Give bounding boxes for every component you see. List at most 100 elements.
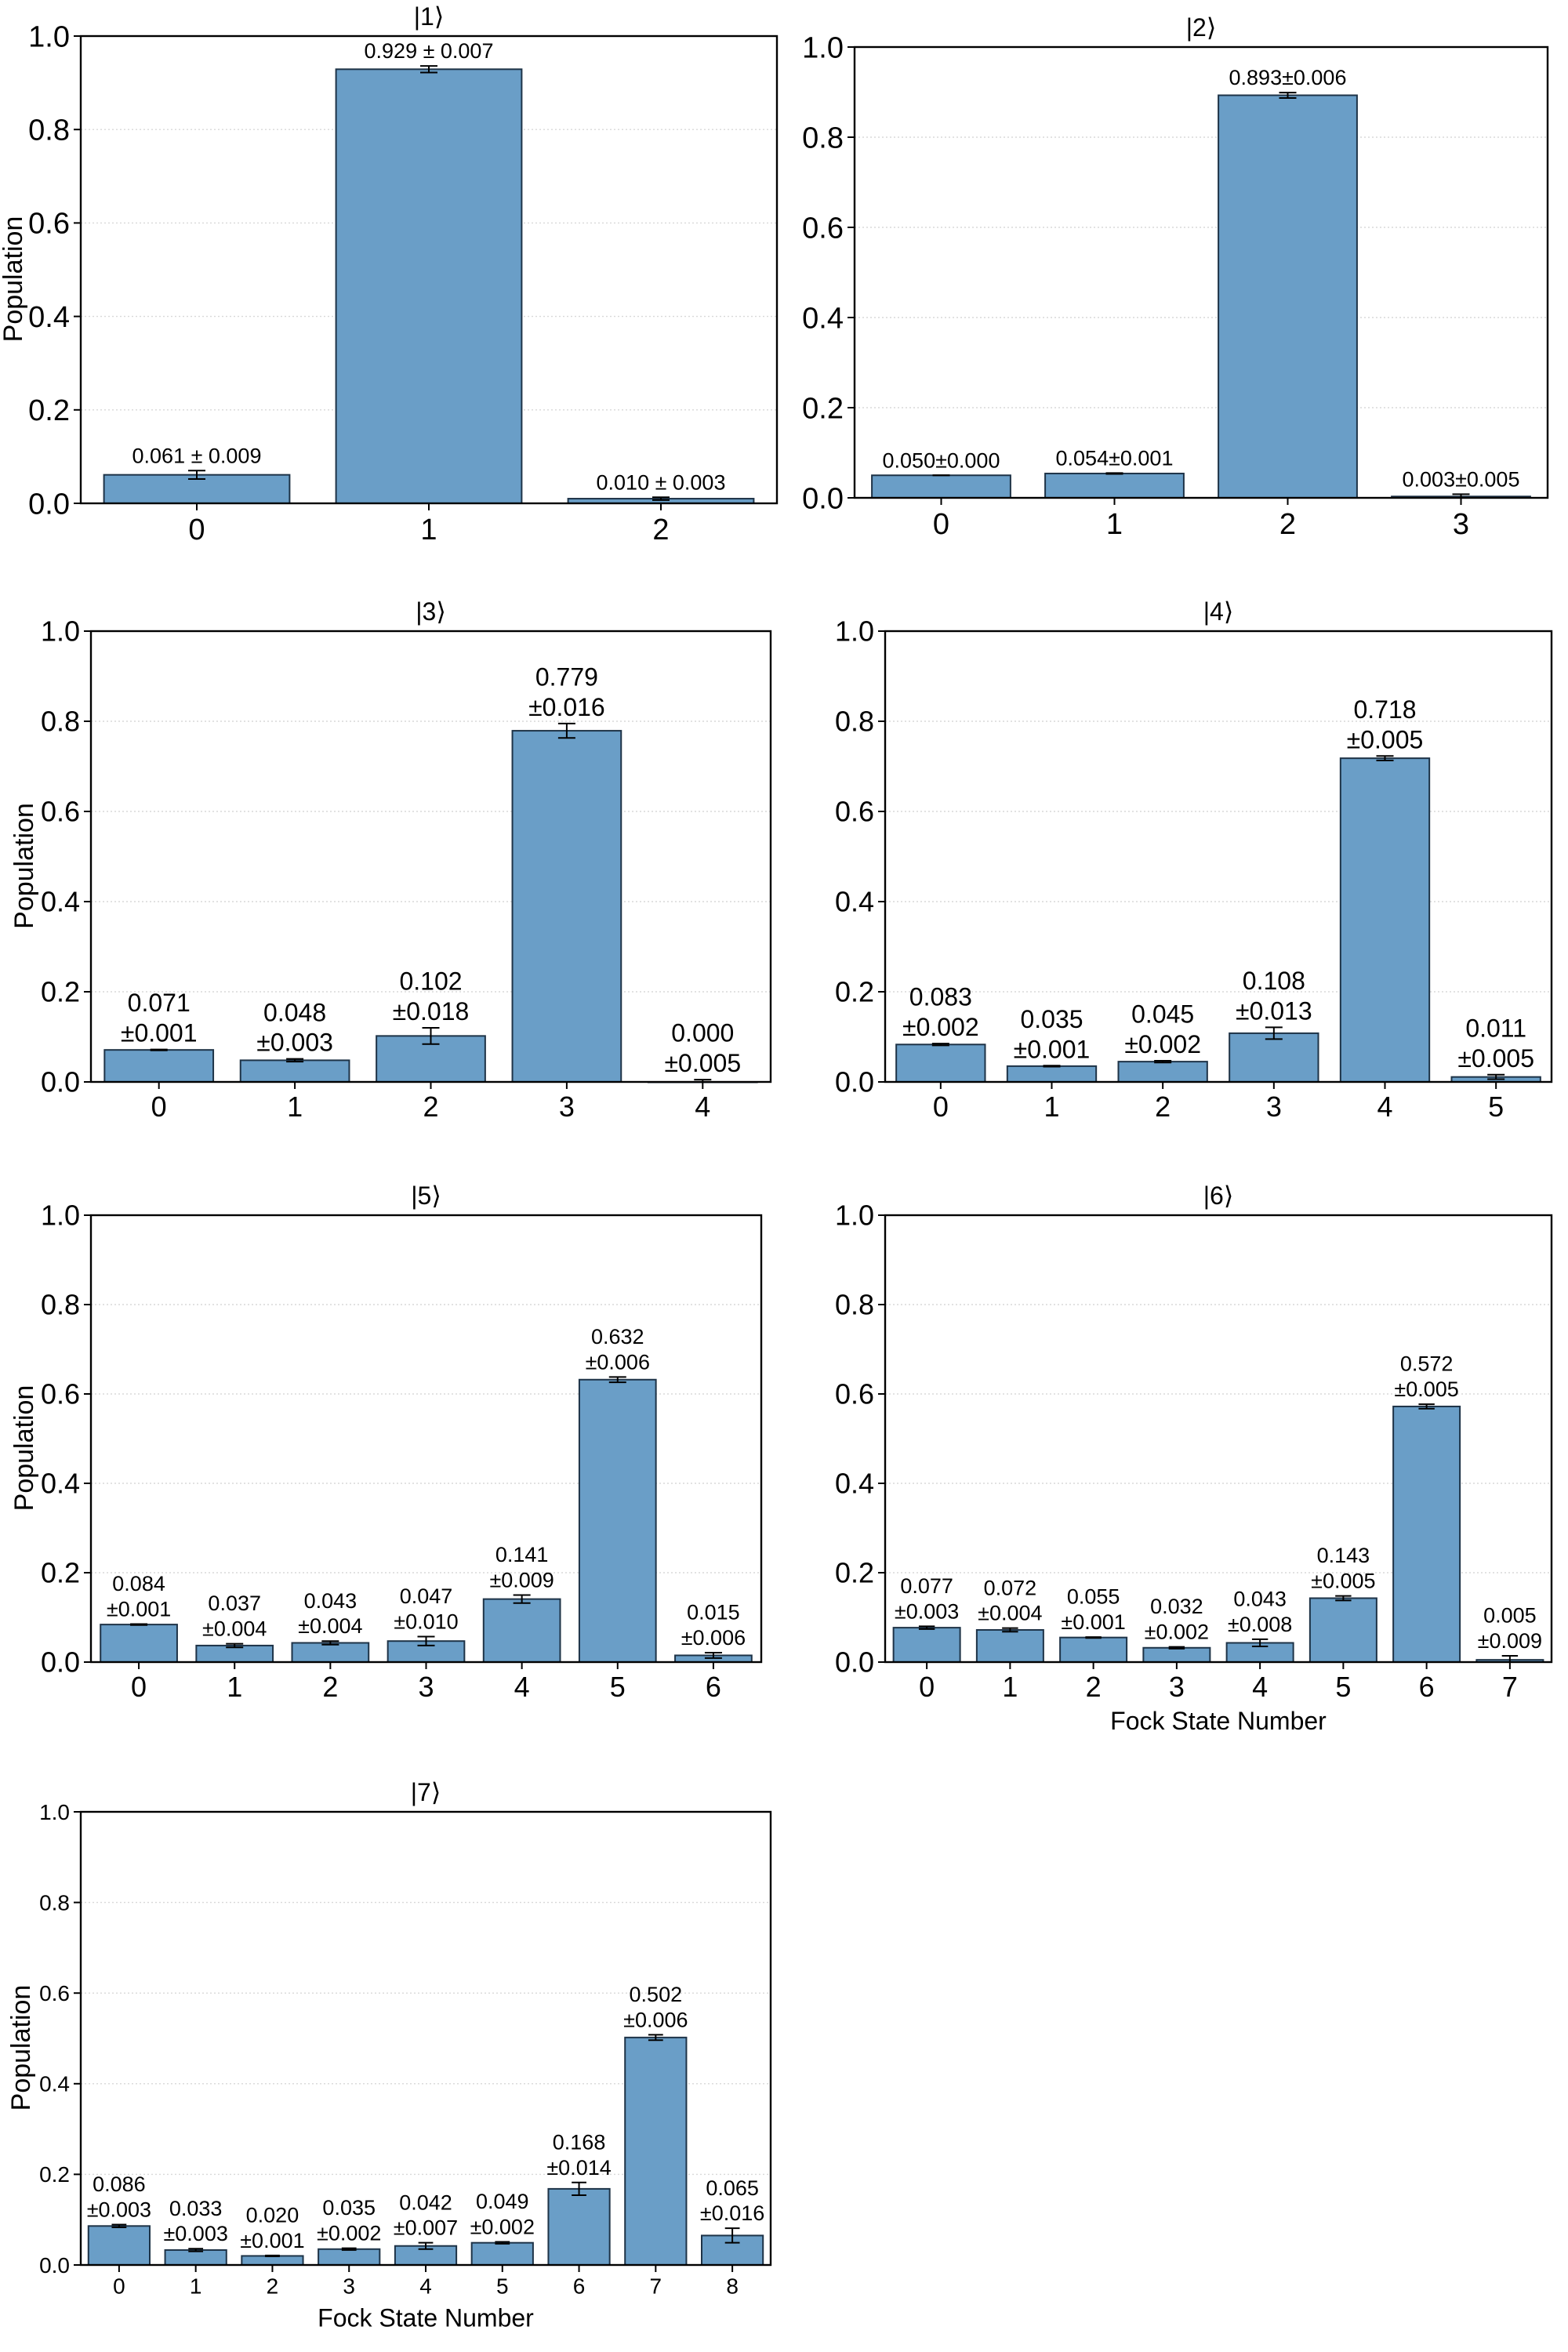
- data-label: 0.108 ±0.013: [1236, 967, 1312, 1025]
- error-bar: [931, 1043, 949, 1047]
- y-tick-label: 1.0: [41, 615, 80, 648]
- data-label: 0.084 ±0.001: [107, 1572, 171, 1621]
- chart-panel-1: 0.0 0.2 0.4 0.6 0.8 1.0 0 0.061 ± 0.009 1 0.929 ±…: [0, 2, 779, 546]
- y-tick-label: 0.0: [39, 2253, 70, 2278]
- chart-title: |1⟩: [414, 2, 445, 31]
- bar-2: [1117, 1061, 1208, 1083]
- y-tick-label: 0.8: [41, 1289, 80, 1321]
- x-tick-label: 3: [1266, 1091, 1282, 1123]
- y-tick-label: 1.0: [835, 615, 874, 648]
- x-tick-label: 6: [573, 2274, 586, 2299]
- x-tick-label: 4: [695, 1091, 710, 1123]
- data-label: 0.037 ±0.004: [202, 1592, 267, 1640]
- error-bar: [724, 2227, 740, 2244]
- bar-1: [335, 68, 523, 505]
- data-label: 0.718 ±0.005: [1347, 695, 1424, 753]
- y-tick-label: 0.6: [802, 212, 844, 245]
- data-label: 0.000 ±0.005: [664, 1019, 741, 1077]
- y-tick-label: 1.0: [39, 1800, 70, 1824]
- chart-panel-4: 0.0 0.2 0.4 0.6 0.8 1.0 0 0.083 ±0.002 1 0.035 ±0.0…: [835, 597, 1553, 1123]
- data-label: 0.015 ±0.006: [681, 1601, 746, 1650]
- chart-title: |7⟩: [411, 1778, 441, 1806]
- error-bar: [495, 2241, 510, 2245]
- bar-3: [1142, 1646, 1211, 1664]
- data-label: 0.042 ±0.007: [394, 2190, 458, 2239]
- x-tick-label: 3: [418, 1671, 434, 1703]
- error-bar: [226, 1642, 244, 1649]
- y-tick-label: 1.0: [835, 1200, 874, 1232]
- error-bar: [572, 2181, 586, 2196]
- x-tick-label: 4: [1377, 1091, 1392, 1123]
- bar-2: [291, 1642, 370, 1663]
- data-label: 0.032 ±0.002: [1145, 1595, 1209, 1643]
- bar-7: [624, 2036, 688, 2266]
- error-bar: [1265, 1026, 1283, 1040]
- bar-1: [1006, 1065, 1098, 1083]
- x-tick-label: 1: [1044, 1091, 1059, 1123]
- bar-0: [100, 1624, 178, 1664]
- error-bar: [1105, 472, 1123, 475]
- data-label: 0.102 ±0.018: [393, 967, 470, 1025]
- x-tick-label: 0: [188, 514, 205, 546]
- x-tick-label: 2: [1155, 1091, 1171, 1123]
- y-tick-label: 0.6: [39, 1981, 70, 2005]
- bar-4: [482, 1598, 561, 1664]
- data-label: 0.048 ±0.003: [256, 998, 333, 1056]
- bar-5: [470, 2241, 534, 2266]
- x-tick-label: 2: [1086, 1671, 1102, 1703]
- y-tick-label: 0.4: [39, 2072, 70, 2096]
- error-bar: [1335, 1595, 1352, 1602]
- chart-title: |6⟩: [1203, 1181, 1234, 1210]
- x-tick-label: 5: [610, 1671, 626, 1703]
- x-tick-label: 6: [1419, 1671, 1435, 1703]
- x-tick-label: 7: [1502, 1671, 1518, 1703]
- data-label: 0.005 ±0.009: [1478, 1604, 1542, 1653]
- y-tick-label: 0.8: [28, 114, 70, 147]
- chart-panel-2: 0.0 0.2 0.4 0.6 0.8 1.0 0 0.050±0.000 1 0.054±0.0…: [802, 13, 1549, 541]
- bar-1: [1044, 472, 1185, 499]
- y-tick-label: 0.8: [835, 706, 874, 738]
- data-label: 0.071 ±0.001: [121, 989, 198, 1047]
- y-tick-label: 0.6: [835, 1378, 874, 1410]
- bar-3: [511, 730, 622, 1083]
- bar-0: [871, 474, 1011, 499]
- chart-panel-7: 0.0 0.2 0.4 0.6 0.8 1.0 0 0.086 ±0.003 1 0.033 ±0.0…: [6, 1778, 772, 2332]
- bar-4: [1339, 757, 1431, 1083]
- bar-5: [1308, 1597, 1377, 1663]
- y-tick-label: 0.4: [41, 886, 80, 918]
- error-bar: [422, 1027, 440, 1045]
- axes-frame: [79, 34, 779, 505]
- data-label: 0.003±0.005: [1403, 467, 1520, 491]
- y-tick-label: 0.2: [41, 1557, 80, 1589]
- data-label: 0.055 ±0.001: [1061, 1585, 1125, 1634]
- data-label: 0.572 ±0.005: [1394, 1352, 1458, 1401]
- error-bar: [417, 1635, 435, 1646]
- x-tick-label: 0: [131, 1671, 147, 1703]
- y-tick-label: 0.0: [28, 488, 70, 521]
- x-tick-label: 4: [419, 2274, 432, 2299]
- chart-title: |3⟩: [416, 597, 446, 626]
- error-bar: [1418, 1403, 1435, 1410]
- axes-frame: [884, 1214, 1553, 1664]
- error-bar: [557, 722, 575, 739]
- x-tick-label: 6: [706, 1671, 721, 1703]
- x-tick-label: 1: [1002, 1671, 1018, 1703]
- y-tick-label: 1.0: [41, 1200, 80, 1232]
- y-tick-label: 0.0: [802, 482, 844, 515]
- bar-6: [1392, 1405, 1461, 1663]
- data-label: 0.033 ±0.003: [163, 2197, 227, 2245]
- y-tick-label: 0.4: [41, 1468, 80, 1500]
- x-axis-label: Fock State Number: [318, 2304, 534, 2332]
- y-axis-label: Population: [0, 216, 28, 343]
- x-tick-label: 3: [343, 2274, 355, 2299]
- data-label: 0.141 ±0.009: [489, 1543, 554, 1592]
- x-tick-label: 1: [1106, 508, 1123, 541]
- x-axis-label: Fock State Number: [1110, 1707, 1327, 1735]
- x-tick-label: 3: [559, 1091, 575, 1123]
- data-label: 0.086 ±0.003: [87, 2172, 151, 2221]
- data-label: 0.010 ± 0.003: [597, 470, 726, 494]
- error-bar: [648, 2034, 663, 2042]
- error-bar: [188, 2248, 204, 2252]
- bar-3: [1229, 1032, 1319, 1083]
- data-label: 0.929 ± 0.007: [365, 39, 494, 63]
